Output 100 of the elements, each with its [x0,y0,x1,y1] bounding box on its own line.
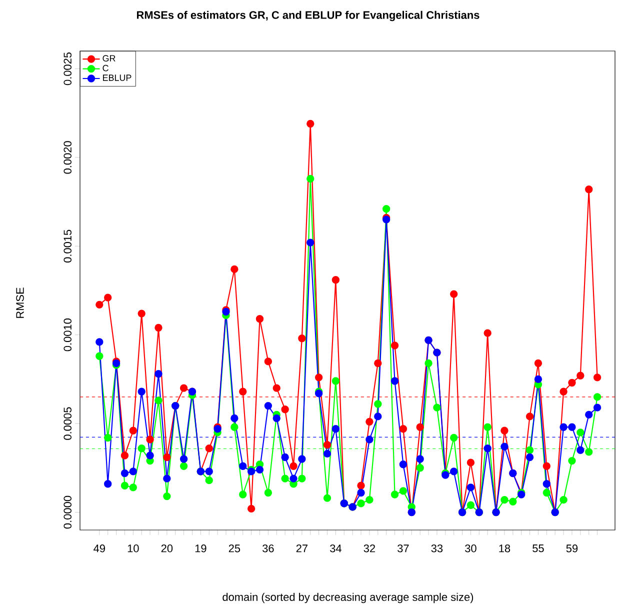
x-tick-label: 55 [532,544,544,552]
point [154,324,162,332]
point [466,458,475,466]
point [593,404,602,412]
point [281,405,289,413]
point [264,488,272,496]
point [374,412,382,420]
point [466,483,475,492]
point [323,450,332,458]
point [180,384,188,392]
point [138,444,146,452]
point [163,453,171,461]
point [96,300,104,308]
point [382,204,390,213]
x-tick-label: 19 [195,544,206,552]
point [104,480,112,488]
y-tick-label: 0.0025 [64,52,72,85]
point [96,338,104,346]
y-tick-label: 0.0020 [64,140,72,174]
point [416,454,424,463]
point [484,329,492,337]
x-axis-title: domain (sorted by decreasing average sample size) [222,592,474,603]
legend-label: C [102,64,108,72]
point [390,490,399,498]
y-tick-label: 0.0010 [64,318,72,351]
point [560,423,568,431]
point [357,482,365,490]
point [332,276,340,284]
legend-label: GR [102,54,116,62]
point [163,474,171,482]
point [568,456,576,464]
point [129,483,138,492]
point [399,424,408,433]
point [568,423,576,431]
point [230,414,238,422]
point [96,352,104,360]
point [366,435,374,444]
x-tick-label: 30 [465,544,476,552]
point [154,396,162,404]
point [180,454,188,463]
point [290,474,298,482]
point [466,501,475,509]
point [357,488,365,496]
point [306,120,314,128]
x-tick-label: 49 [94,544,105,552]
point [323,440,332,448]
point [585,185,593,194]
point [298,474,306,482]
x-tick-label: 33 [431,544,443,552]
point [180,462,188,470]
point [264,402,272,410]
point [534,359,542,367]
point [542,462,551,470]
point [576,428,584,436]
point [104,294,112,302]
point [163,492,171,500]
point [138,388,146,396]
point [230,265,238,273]
point [281,453,289,461]
y-tick-label: 0.0015 [64,230,72,262]
x-tick-label: 36 [262,544,274,552]
point [526,412,534,420]
x-tick-label: 20 [161,544,173,552]
point [205,476,213,484]
point [205,444,213,452]
x-tick-label: 59 [566,544,578,552]
chart-title: RMSEs of estimators GR, C and EBLUP for Evangelical Christians [137,10,480,21]
point [290,462,298,470]
y-tick-label: 0.0005 [64,407,72,440]
point [500,426,508,434]
point [542,480,551,488]
point [450,467,458,476]
point [323,494,332,502]
x-tick-label: 25 [228,544,240,552]
point [272,384,280,392]
point [332,376,340,385]
point [298,334,306,342]
y-axis-title: RMSE [16,287,24,318]
point [585,448,593,456]
point [593,392,602,401]
x-tick-label: 34 [330,544,342,552]
x-tick-label: 18 [499,544,510,552]
point [104,434,112,442]
point [416,464,424,472]
point [357,499,365,508]
point [576,372,584,380]
point [205,467,213,476]
point [129,467,138,476]
point [239,490,247,498]
point [120,451,129,460]
point [332,424,340,433]
point [399,486,408,495]
point [576,446,584,454]
point [534,375,542,383]
point [500,442,508,450]
point [146,435,154,444]
point [298,454,306,463]
point [120,469,129,477]
point [526,453,534,461]
point [433,404,441,412]
